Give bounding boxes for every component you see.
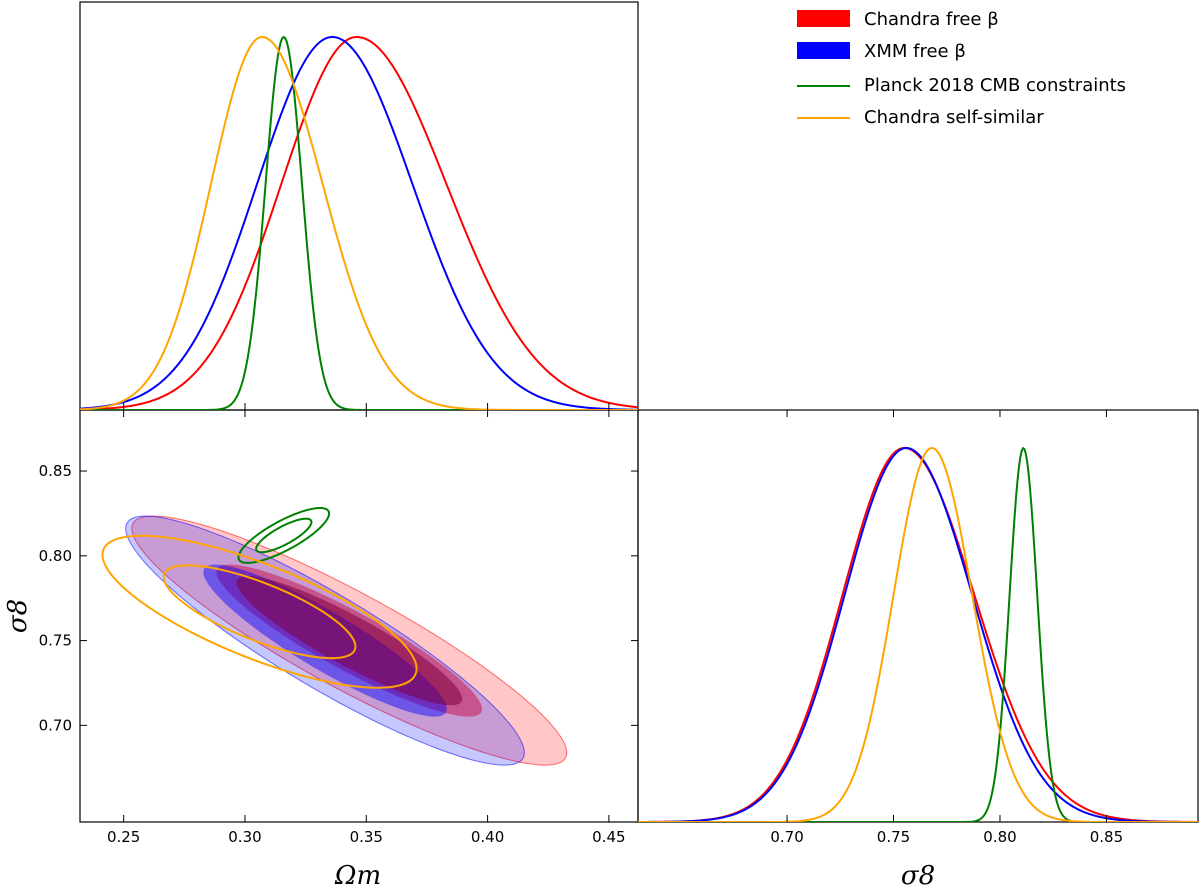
tick-label-sigma8-y: 0.85	[39, 462, 72, 480]
sigma8-curve-chandra-self-similar	[638, 446, 1198, 822]
tick-label-sigma8-x: 0.80	[983, 828, 1016, 846]
omega-m-curve-chandra-self-similar	[80, 36, 638, 410]
tick-label-omega-m: 0.30	[228, 828, 261, 846]
contour-inner-chandra-self-similar	[162, 564, 357, 660]
contour-inner-planck-2018-cmb-constraints	[255, 517, 313, 554]
contour-core-overlap	[236, 575, 463, 706]
tick-label-omega-m: 0.45	[592, 828, 625, 846]
tick-label-omega-m: 0.25	[107, 828, 140, 846]
tick-label-sigma8-y: 0.75	[39, 632, 72, 650]
legend-swatch-chandra-free-beta	[797, 10, 850, 27]
tick-label-sigma8-x: 0.75	[877, 828, 910, 846]
tick-label-omega-m: 0.35	[350, 828, 383, 846]
sigma8-curve-chandra-free	[638, 446, 1198, 822]
omega-m-marginal-curves	[80, 35, 638, 410]
legend-label-xmm-free-beta: XMM free β	[864, 41, 966, 62]
axis-ticks: 0.25 0.30 0.35 0.40 0.45 0.70 0.75 0.80 0.85 0.70…	[39, 403, 1123, 846]
legend-label-chandra-free-beta: Chandra free β	[864, 9, 999, 30]
omega-m-curve-planck-2018-cmb-constraints	[80, 35, 638, 410]
omega-m-curve-chandra-free	[80, 35, 638, 410]
tick-label-sigma8-y: 0.70	[39, 716, 72, 734]
legend: Chandra free β XMM free β Planck 2018 CM…	[797, 9, 1126, 128]
contour-outer-chandra-self-similar	[101, 534, 418, 689]
tick-label-omega-m: 0.40	[471, 828, 504, 846]
legend-swatch-xmm-free-beta	[797, 42, 850, 59]
x-axis-title-sigma-8: σ8	[901, 861, 935, 890]
joint-contours	[101, 507, 568, 766]
tick-label-sigma8-y: 0.80	[39, 547, 72, 565]
y-axis-title-sigma-8: σ8	[3, 599, 33, 633]
legend-label-chandra-self-similar: Chandra self-similar	[864, 107, 1044, 128]
legend-label-planck: Planck 2018 CMB constraints	[864, 75, 1126, 96]
sigma8-marginal-curves	[638, 446, 1198, 822]
contour-outer-planck-2018-cmb-constraints	[237, 507, 331, 564]
x-axis-title-omega-m: Ωm	[334, 861, 381, 890]
sigma8-curve-planck-2018-cmb-constraints	[638, 446, 1198, 822]
omega-m-curve-xmm-free	[80, 35, 638, 410]
tick-label-sigma8-x: 0.70	[770, 828, 803, 846]
tick-label-sigma8-x: 0.85	[1090, 828, 1123, 846]
omega-m-marginal-panel	[79, 1, 639, 411]
sigma8-curve-xmm-free	[638, 447, 1198, 822]
